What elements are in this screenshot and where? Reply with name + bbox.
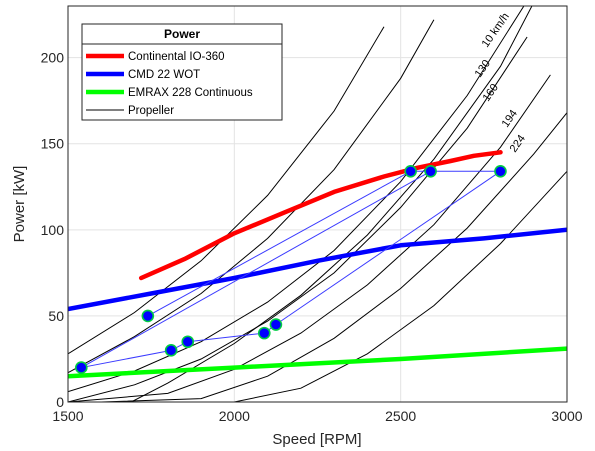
x-tick-label: 3000 xyxy=(551,408,582,424)
operating-point xyxy=(141,309,155,323)
operating-point xyxy=(164,344,178,357)
engine-curves xyxy=(68,150,567,379)
operating-point xyxy=(257,326,271,340)
propeller-annotation: 224 xyxy=(508,133,528,155)
propeller-curve xyxy=(68,6,525,393)
x-axis-label: Speed [RPM] xyxy=(272,431,361,448)
y-tick-label: 200 xyxy=(41,50,65,66)
x-tick-label: 1500 xyxy=(52,408,83,424)
propeller-annotation: 160 xyxy=(481,82,501,104)
propeller-curve xyxy=(68,74,551,402)
x-tick-label: 2000 xyxy=(219,408,250,424)
series-line xyxy=(68,227,567,312)
operating-point xyxy=(424,164,437,178)
operating-points xyxy=(75,164,507,374)
propeller-annotation: 194 xyxy=(500,108,520,130)
legend: Power Continental IO-360 CMD 22 WOT EMRAX … xyxy=(81,23,283,121)
operating-segments xyxy=(81,170,501,369)
operating-segment xyxy=(147,170,411,317)
legend-items: Continental IO-360 CMD 22 WOT EMRAX 228 Co… xyxy=(86,51,253,117)
propeller-curve xyxy=(68,19,435,374)
x-tick-labels: 1500 2000 2500 3000 xyxy=(52,408,582,424)
propeller-curve xyxy=(167,170,567,402)
y-axis-label: Power [kW] xyxy=(11,166,28,243)
series-line xyxy=(68,346,567,379)
propeller-curve xyxy=(130,6,533,402)
operating-segment xyxy=(81,170,431,369)
operating-segment xyxy=(275,170,501,325)
operating-point xyxy=(181,335,195,349)
propeller-curve xyxy=(68,36,528,402)
y-tick-label: 150 xyxy=(41,136,65,152)
y-tick-labels: 0 50 100 150 200 xyxy=(41,50,65,410)
propeller-annotation: 130 xyxy=(473,58,493,80)
operating-point xyxy=(269,318,283,331)
series-line xyxy=(138,150,503,281)
legend-title: Power xyxy=(164,27,200,41)
y-tick-label: 0 xyxy=(56,394,64,410)
propeller-annotation: 10 km/h xyxy=(480,11,512,50)
propeller-curve xyxy=(68,26,385,355)
legend-label: Propeller xyxy=(128,105,174,117)
legend-label: EMRAX 228 Continuous xyxy=(128,87,253,99)
operating-segment xyxy=(81,349,172,369)
operating-segment xyxy=(187,332,265,343)
operating-point xyxy=(404,164,417,178)
plot-frame xyxy=(67,5,568,403)
y-tick-label: 50 xyxy=(48,308,64,324)
x-tick-label: 2500 xyxy=(385,408,416,424)
operating-point xyxy=(75,361,88,374)
propeller-curve xyxy=(101,112,567,402)
legend-label: CMD 22 WOT xyxy=(128,69,200,81)
legend-label: Continental IO-360 xyxy=(128,51,225,63)
operating-point xyxy=(494,164,507,178)
y-tick-label: 100 xyxy=(41,222,65,238)
propeller-curves xyxy=(68,6,567,402)
